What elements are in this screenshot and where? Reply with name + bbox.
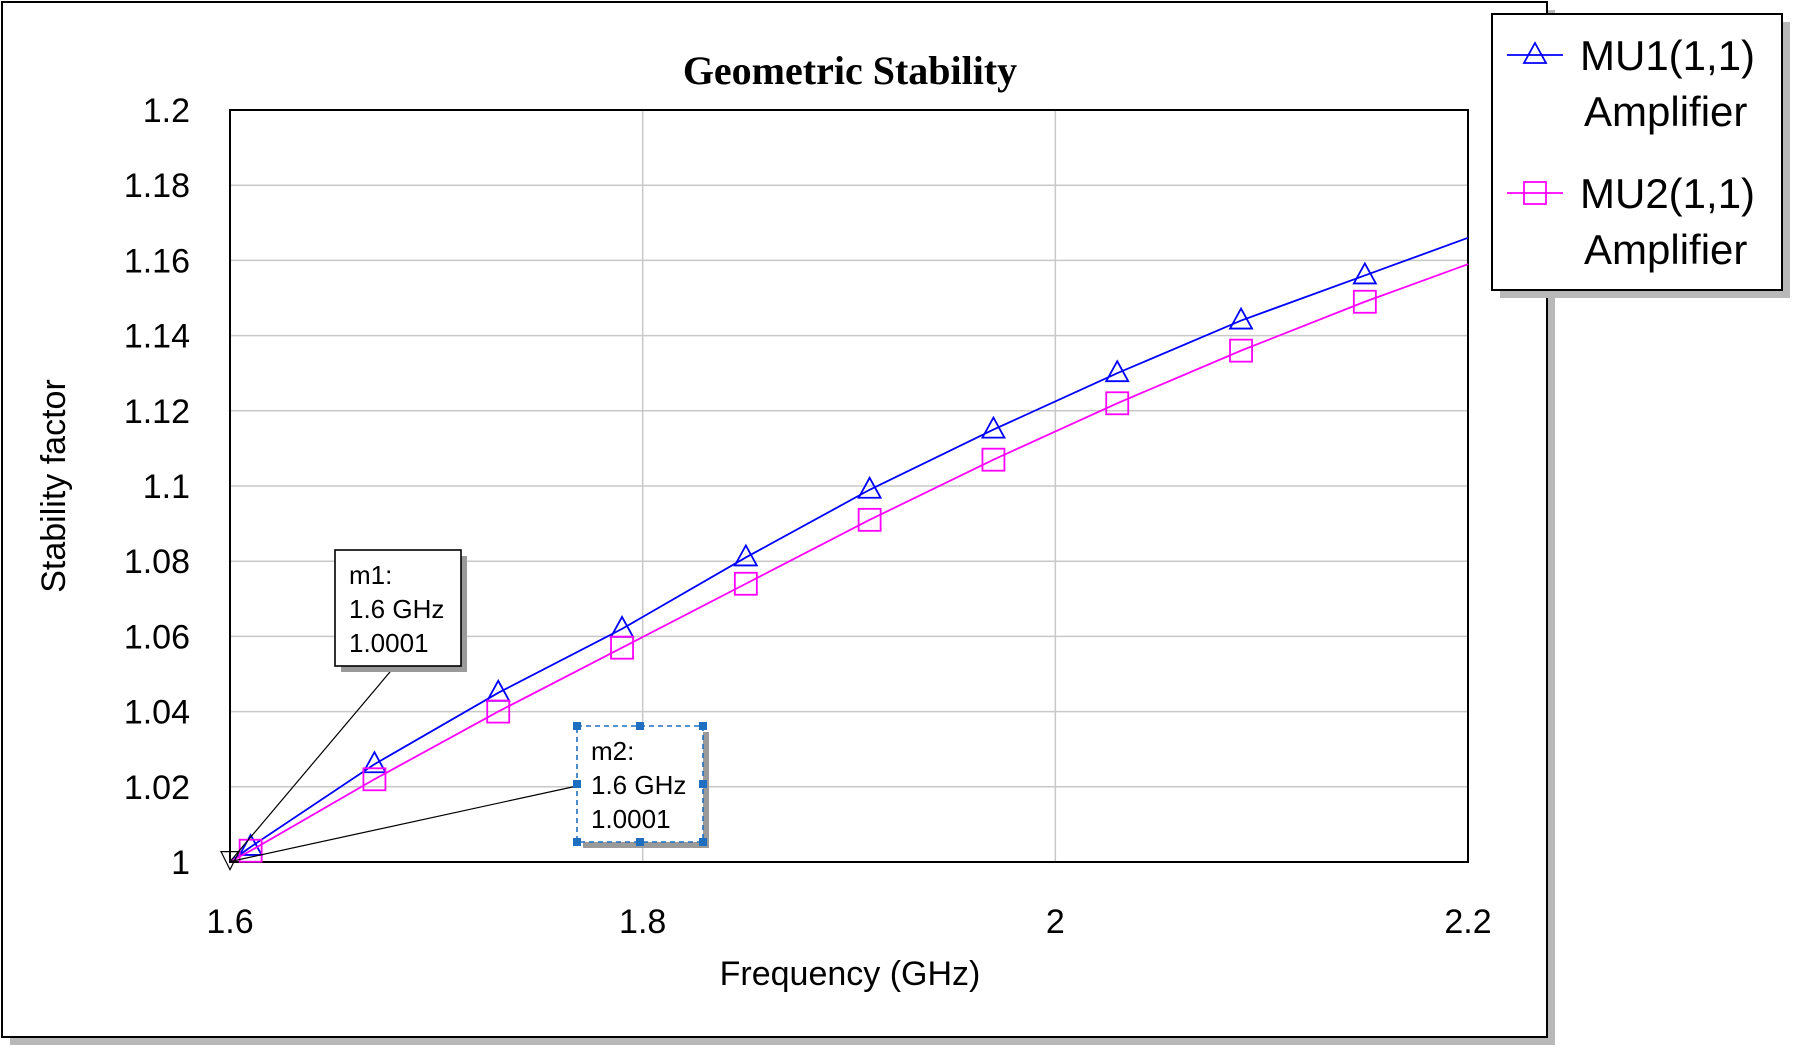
- legend[interactable]: MU1(1,1) Amplifier MU2(1,1) Amplifier: [1491, 13, 1790, 298]
- data-point: [857, 475, 883, 499]
- data-point: [733, 571, 758, 596]
- marker-box: [334, 549, 462, 667]
- plot-area-border: [229, 109, 1469, 863]
- data-point: [1104, 359, 1130, 383]
- selection-handle: [573, 722, 581, 730]
- data-point: [733, 543, 759, 567]
- legend-label-line: Amplifier: [1584, 88, 1747, 135]
- y-tick-label: 1.04: [124, 694, 190, 732]
- data-point: [610, 635, 634, 660]
- data-point: [981, 447, 1006, 472]
- y-axis-label: Stability factor: [35, 379, 73, 593]
- legend-marker-icon: [1522, 41, 1548, 64]
- legend-label-line: MU2(1,1): [1580, 170, 1755, 217]
- selection-handle: [636, 722, 644, 730]
- data-point: [361, 750, 387, 774]
- x-axis-label: Frequency (GHz): [720, 955, 981, 993]
- series: [229, 236, 1469, 863]
- data-point: [1229, 338, 1253, 363]
- marker-m1[interactable]: m1: 1.6 GHz 1.0001: [229, 549, 467, 863]
- x-tick-label: 1.8: [619, 903, 666, 941]
- legend-entries: MU1(1,1) Amplifier MU2(1,1) Amplifier: [1507, 32, 1755, 273]
- y-tick-label: 1: [171, 844, 190, 882]
- series-line: [229, 263, 1469, 863]
- data-point: [857, 507, 882, 532]
- legend-marker-icon: [1523, 181, 1547, 205]
- y-tick-label: 1.16: [124, 242, 190, 280]
- y-tick-label: 1.14: [124, 318, 190, 356]
- data-point: [486, 699, 511, 724]
- x-tick-label: 2: [1046, 903, 1065, 941]
- selection-handle: [573, 838, 581, 846]
- data-point: [238, 833, 264, 856]
- data-markers: m1: 1.6 GHz 1.0001 m2: 1.6 GHz 1.0001: [220, 549, 709, 871]
- legend-label-line: MU1(1,1): [1580, 32, 1755, 79]
- series-2: [229, 263, 1469, 863]
- data-point: [1228, 306, 1254, 330]
- y-tick-labels: 1 1.02 1.04 1.06 1.08 1.1 1.12 1.14 1.16 1.18 1.2: [124, 92, 190, 882]
- legend-entry-1: MU1(1,1) Amplifier: [1507, 32, 1755, 135]
- selection-handle: [573, 780, 581, 788]
- y-tick-label: 1.18: [124, 167, 190, 205]
- selection-handle: [699, 838, 707, 846]
- marker-text-line: 1.0001: [591, 804, 671, 834]
- x-tick-labels: 1.6 1.8 2 2.2: [206, 903, 1491, 941]
- chart-frame: [1, 1, 1548, 1038]
- marker-text-line: 1.0001: [349, 628, 429, 658]
- y-tick-label: 1.12: [124, 393, 190, 431]
- data-point: [362, 767, 387, 792]
- x-tick-label: 2.2: [1444, 903, 1491, 941]
- x-tick-label: 1.6: [206, 903, 253, 941]
- data-point: [1352, 261, 1378, 285]
- chart-title: Geometric Stability: [683, 48, 1017, 93]
- marker-text-line: m1:: [349, 560, 392, 590]
- data-point: [980, 415, 1006, 439]
- marker-leader-line: [229, 665, 396, 863]
- marker-leader-line: [229, 785, 578, 863]
- selection-handle: [636, 838, 644, 846]
- series-line: [229, 236, 1469, 863]
- marker-text-line: 1.6 GHz: [349, 594, 444, 624]
- series-1: [229, 236, 1469, 863]
- marker-text-line: m2:: [591, 736, 634, 766]
- selection-handle: [699, 780, 707, 788]
- y-tick-label: 1.1: [143, 468, 190, 506]
- legend-box: [1491, 13, 1783, 291]
- data-point: [1352, 289, 1377, 314]
- marker-text-line: 1.6 GHz: [591, 770, 686, 800]
- legend-entry-2: MU2(1,1) Amplifier: [1507, 170, 1755, 273]
- y-tick-label: 1.2: [143, 92, 190, 130]
- legend-label-line: Amplifier: [1584, 226, 1747, 273]
- y-tick-label: 1.08: [124, 543, 190, 581]
- selection-handle: [699, 722, 707, 730]
- y-tick-label: 1.02: [124, 769, 190, 807]
- y-tick-label: 1.06: [124, 618, 190, 656]
- data-point: [1105, 391, 1130, 416]
- marker-m2[interactable]: m2: 1.6 GHz 1.0001: [229, 722, 709, 863]
